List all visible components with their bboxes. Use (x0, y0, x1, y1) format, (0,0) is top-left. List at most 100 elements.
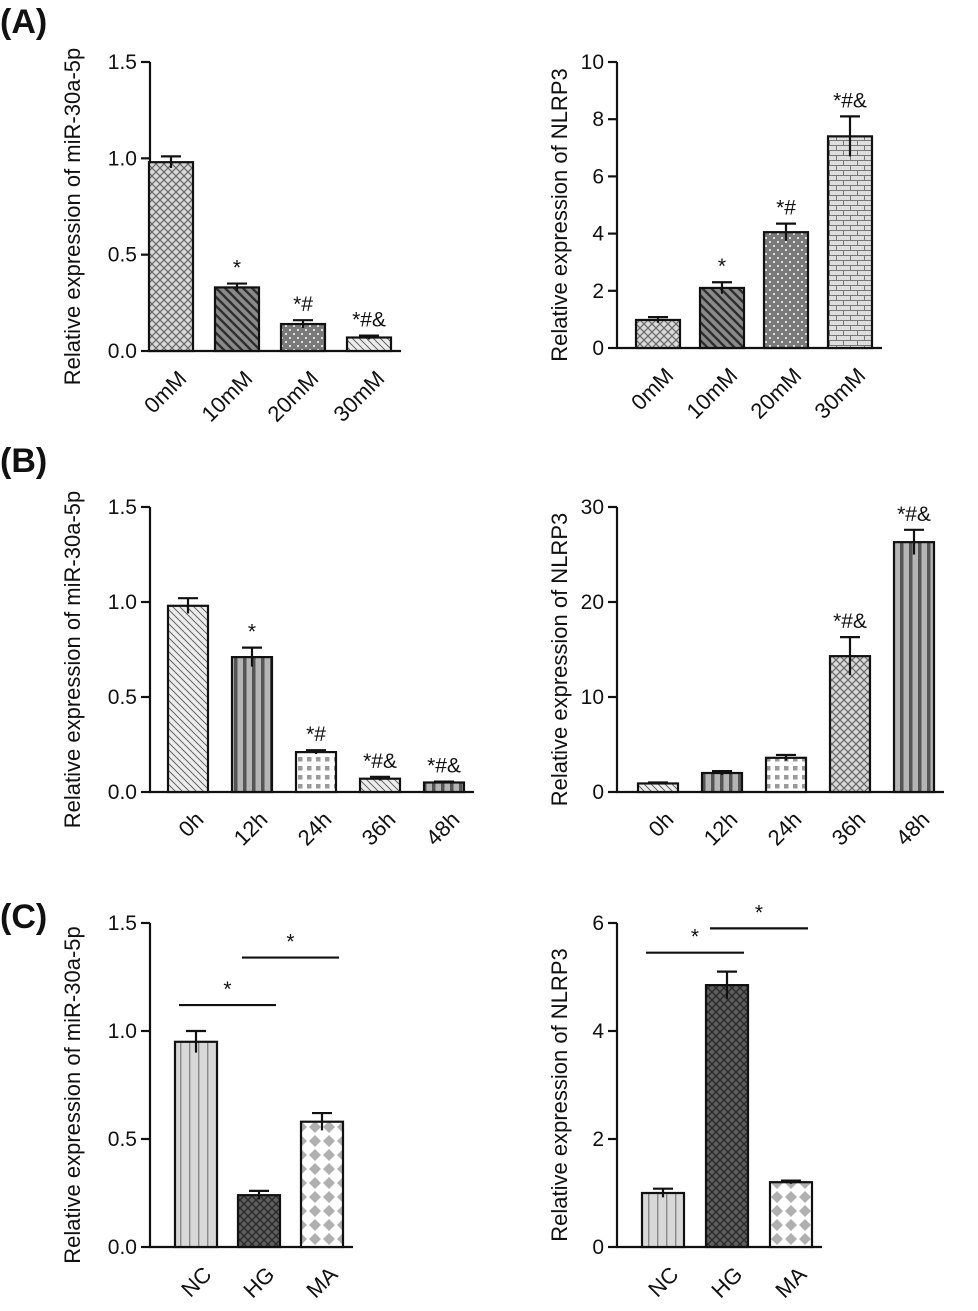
chart-b-left: 0.0 0.5 1.0 1.5 Relative expression of miR-3… (60, 491, 474, 851)
y-tick-label: 0.5 (108, 244, 137, 267)
category-label: MA (301, 1262, 342, 1303)
y-tick-label: 2 (592, 1128, 604, 1151)
category-label: 12h (699, 807, 743, 851)
y-tick-label: 1.0 (108, 1020, 137, 1043)
bar (700, 771, 744, 794)
category-label: 24h (293, 807, 337, 851)
category-label: 24h (763, 807, 807, 851)
y-tick-label: 10 (581, 51, 604, 74)
y-tick-label: 20 (581, 591, 604, 614)
significance-label: * (248, 621, 256, 644)
bar (826, 135, 874, 350)
significance-label: *#& (833, 89, 867, 112)
bar (892, 541, 936, 794)
y-tick-label: 30 (581, 496, 604, 519)
category-label: 36h (827, 807, 871, 851)
y-tick-label: 10 (581, 686, 604, 709)
chart-c-right: 0 2 4 6 Relative expression of NLRP3 NC HG MA * * (547, 901, 822, 1303)
bar (704, 983, 750, 1249)
bar (299, 1120, 345, 1249)
category-label: 30mM (329, 366, 390, 427)
significance-label: *#& (897, 503, 931, 526)
category-label: 0mM (626, 363, 678, 415)
bar (294, 750, 338, 794)
y-tick-label: 1.0 (108, 147, 137, 170)
bar (634, 318, 682, 350)
y-tick-label: 0.0 (108, 1236, 137, 1259)
y-axis-label: Relative expression of NLRP3 (547, 68, 572, 361)
bar (636, 782, 680, 794)
y-tick-label: 0.5 (108, 1128, 137, 1151)
category-label: 48h (891, 807, 935, 851)
bar (279, 322, 327, 353)
category-label: 20mM (746, 363, 807, 424)
y-axis-label: Relative expression of miR-30a-5p (60, 48, 85, 386)
y-tick-label: 1.5 (108, 496, 137, 519)
y-tick-label: 4 (592, 223, 604, 246)
comparison-label: * (286, 931, 294, 954)
category-label: HG (238, 1262, 279, 1303)
bar (422, 781, 466, 794)
y-axis-label: Relative expression of NLRP3 (547, 513, 572, 806)
comparison-label: * (755, 901, 763, 924)
bar (358, 777, 402, 794)
bar (762, 231, 810, 350)
y-tick-label: 0.0 (108, 340, 137, 363)
bar (213, 286, 261, 353)
bar (828, 655, 872, 794)
y-tick-label: 0 (592, 337, 604, 360)
category-label: NC (176, 1262, 216, 1302)
significance-label: *# (293, 293, 313, 316)
category-label: MA (770, 1262, 811, 1303)
category-label: 10mM (682, 363, 743, 424)
y-tick-label: 2 (592, 280, 604, 303)
y-tick-label: 0.0 (108, 781, 137, 804)
comparison-label: * (223, 978, 231, 1001)
y-tick-label: 1.5 (108, 51, 137, 74)
chart-a-right: 0 2 4 6 8 10 Relative expression of NLRP3 0mM * 1… (547, 51, 882, 424)
category-label: 0mM (139, 366, 191, 418)
bar (147, 161, 195, 353)
category-label: NC (643, 1262, 683, 1302)
category-label: 30mM (810, 363, 871, 424)
bar (698, 286, 746, 350)
y-axis-label: Relative expression of NLRP3 (547, 948, 572, 1241)
category-label: 36h (357, 807, 401, 851)
y-tick-label: 0 (592, 781, 604, 804)
category-label: 20mM (263, 366, 324, 427)
y-tick-label: 0.5 (108, 686, 137, 709)
category-label: 0h (173, 807, 208, 842)
category-label: 48h (421, 807, 465, 851)
y-tick-label: 6 (592, 912, 604, 935)
y-axis-label: Relative expression of miR-30a-5p (60, 491, 85, 829)
bar (173, 1040, 219, 1249)
significance-label: *#& (833, 610, 867, 633)
bar (764, 756, 808, 794)
significance-label: *#& (427, 755, 461, 778)
y-tick-label: 4 (592, 1020, 604, 1043)
chart-b-right: 0 10 20 30 Relative expression of NLRP3 0h 12h… (547, 496, 944, 850)
panel-label-b: (B) (0, 442, 47, 480)
significance-label: *#& (352, 309, 386, 332)
category-label: 12h (229, 807, 273, 851)
bar (640, 1191, 686, 1249)
significance-label: *# (776, 197, 796, 220)
y-axis-label: Relative expression of miR-30a-5p (60, 926, 85, 1264)
chart-a-left: 0.0 0.5 1.0 1.5 Relative expression of miR-3… (60, 48, 401, 427)
bar (236, 1194, 282, 1249)
category-label: HG (706, 1262, 747, 1303)
y-tick-label: 1.0 (108, 591, 137, 614)
significance-label: *# (306, 723, 326, 746)
comparison-label: * (691, 926, 699, 949)
significance-label: * (718, 255, 726, 278)
chart-c-left: 0.0 0.5 1.0 1.5 Relative expression of miR-3… (60, 912, 353, 1303)
significance-label: *#& (363, 750, 397, 773)
category-label: 0h (643, 807, 678, 842)
bar (166, 604, 210, 794)
category-label: 10mM (197, 366, 258, 427)
bar (768, 1181, 814, 1249)
panel-label-a: (A) (0, 3, 47, 41)
bar (230, 655, 274, 794)
y-tick-label: 8 (592, 108, 604, 131)
